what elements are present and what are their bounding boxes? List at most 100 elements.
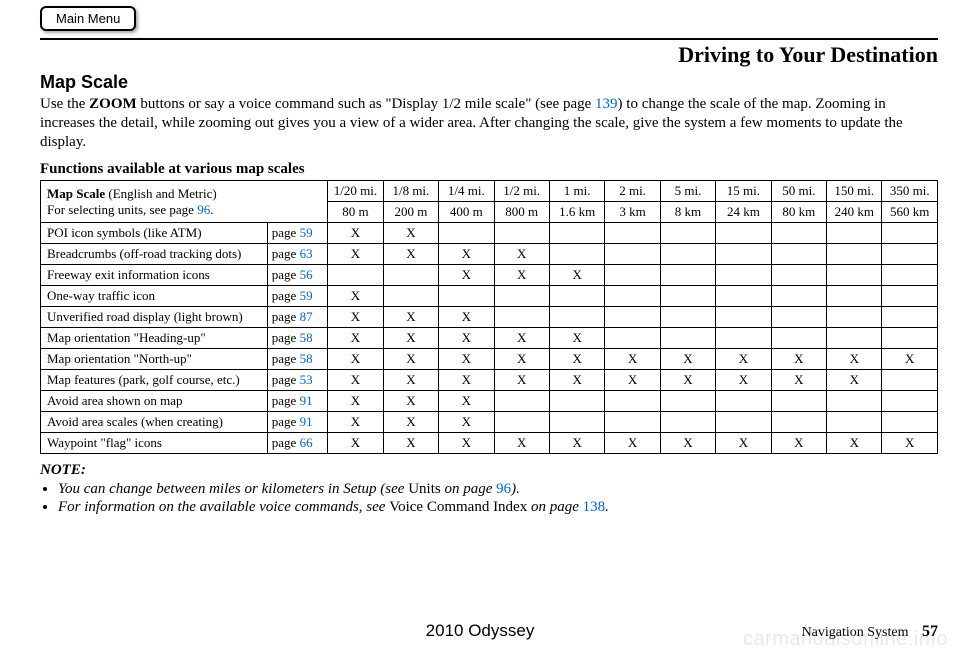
body-link-139[interactable]: 139	[595, 96, 618, 112]
scale-cell: X	[383, 412, 438, 433]
row-page-link[interactable]: 66	[300, 435, 313, 450]
n1-link[interactable]: 96	[496, 481, 511, 497]
scale-cell: X	[660, 433, 715, 454]
row-page-link[interactable]: 91	[300, 414, 313, 429]
hdr-km-3: 800 m	[494, 202, 549, 223]
scale-cell	[660, 223, 715, 244]
scale-cell: X	[605, 370, 660, 391]
hdr-km-0: 80 m	[328, 202, 383, 223]
note-1: You can change between miles or kilomete…	[58, 481, 938, 498]
scale-cell: X	[328, 433, 383, 454]
mapscale-line2-link[interactable]: 96	[197, 202, 210, 217]
scale-cell	[716, 412, 771, 433]
scale-cell	[660, 391, 715, 412]
n2-mid: on page	[527, 499, 582, 515]
scale-cell: X	[328, 328, 383, 349]
row-page-link[interactable]: 91	[300, 393, 313, 408]
row-label: One-way traffic icon	[41, 286, 268, 307]
scale-cell	[494, 391, 549, 412]
hdr-mi-0: 1/20 mi.	[328, 181, 383, 202]
scale-cell	[771, 412, 826, 433]
row-label: Map features (park, golf course, etc.)	[41, 370, 268, 391]
hdr-km-5: 3 km	[605, 202, 660, 223]
table-row: POI icon symbols (like ATM)page 59XX	[41, 223, 938, 244]
scale-cell	[383, 286, 438, 307]
table-row: Avoid area shown on mappage 91XXX	[41, 391, 938, 412]
row-page-link[interactable]: 53	[300, 372, 313, 387]
main-menu-button[interactable]: Main Menu	[40, 6, 136, 31]
scale-cell	[494, 307, 549, 328]
scale-cell: X	[383, 307, 438, 328]
row-page-link[interactable]: 58	[300, 330, 313, 345]
scale-cell: X	[716, 370, 771, 391]
scale-cell	[660, 328, 715, 349]
row-label: Unverified road display (light brown)	[41, 307, 268, 328]
scale-cell	[716, 244, 771, 265]
table-row: Map features (park, golf course, etc.)pa…	[41, 370, 938, 391]
table-row: One-way traffic iconpage 59X	[41, 286, 938, 307]
content-section: Map Scale Use the ZOOM buttons or say a …	[40, 72, 938, 517]
scale-cell: X	[383, 328, 438, 349]
scale-cell: X	[549, 265, 604, 286]
scale-cell	[716, 286, 771, 307]
scale-cell: X	[328, 370, 383, 391]
scale-cell: X	[328, 244, 383, 265]
n1-mid: on page	[441, 481, 496, 497]
scale-cell: X	[827, 349, 882, 370]
row-page-ref: page 56	[267, 265, 327, 286]
mapscale-line2-pre: For selecting units, see page	[47, 202, 197, 217]
scale-cell	[549, 307, 604, 328]
scale-cell	[549, 391, 604, 412]
row-page-ref: page 87	[267, 307, 327, 328]
scale-cell: X	[549, 433, 604, 454]
scale-cell: X	[439, 433, 494, 454]
scale-cell	[716, 223, 771, 244]
hdr-mi-5: 2 mi.	[605, 181, 660, 202]
row-page-link[interactable]: 56	[300, 267, 313, 282]
scale-cell	[882, 286, 938, 307]
scale-cell	[771, 244, 826, 265]
scale-cell: X	[439, 412, 494, 433]
table-row: Waypoint "flag" iconspage 66XXXXXXXXXXX	[41, 433, 938, 454]
scale-cell	[882, 328, 938, 349]
hdr-km-6: 8 km	[660, 202, 715, 223]
scale-cell	[549, 412, 604, 433]
scale-cell: X	[328, 349, 383, 370]
scale-cell	[771, 265, 826, 286]
scale-cell	[771, 328, 826, 349]
row-label: Map orientation "North-up"	[41, 349, 268, 370]
scale-cell: X	[716, 433, 771, 454]
section-body: Use the ZOOM buttons or say a voice comm…	[40, 95, 938, 151]
body-bold: ZOOM	[89, 96, 137, 112]
row-page-link[interactable]: 59	[300, 225, 313, 240]
hdr-km-10: 560 km	[882, 202, 938, 223]
hdr-km-4: 1.6 km	[549, 202, 604, 223]
scale-cell	[660, 244, 715, 265]
hdr-mi-9: 150 mi.	[827, 181, 882, 202]
row-page-link[interactable]: 63	[300, 246, 313, 261]
scale-cell: X	[827, 433, 882, 454]
scale-cell	[827, 223, 882, 244]
n1-post: ).	[511, 481, 520, 497]
scale-cell	[660, 286, 715, 307]
scale-cell: X	[771, 370, 826, 391]
n1-roman: Units	[408, 481, 441, 497]
scale-cell: X	[771, 349, 826, 370]
scale-cell	[771, 286, 826, 307]
table-row: Avoid area scales (when creating)page 91…	[41, 412, 938, 433]
row-page-link[interactable]: 58	[300, 351, 313, 366]
row-page-link[interactable]: 87	[300, 309, 313, 324]
scale-cell: X	[439, 244, 494, 265]
n2-link[interactable]: 138	[583, 499, 606, 515]
row-page-ref: page 91	[267, 412, 327, 433]
row-page-ref: page 58	[267, 328, 327, 349]
row-page-link[interactable]: 59	[300, 288, 313, 303]
row-label: Avoid area scales (when creating)	[41, 412, 268, 433]
hdr-mi-1: 1/8 mi.	[383, 181, 438, 202]
hdr-km-7: 24 km	[716, 202, 771, 223]
scale-cell: X	[439, 265, 494, 286]
scale-cell	[716, 328, 771, 349]
scale-cell: X	[605, 349, 660, 370]
scale-cell	[882, 391, 938, 412]
scale-cell	[771, 307, 826, 328]
